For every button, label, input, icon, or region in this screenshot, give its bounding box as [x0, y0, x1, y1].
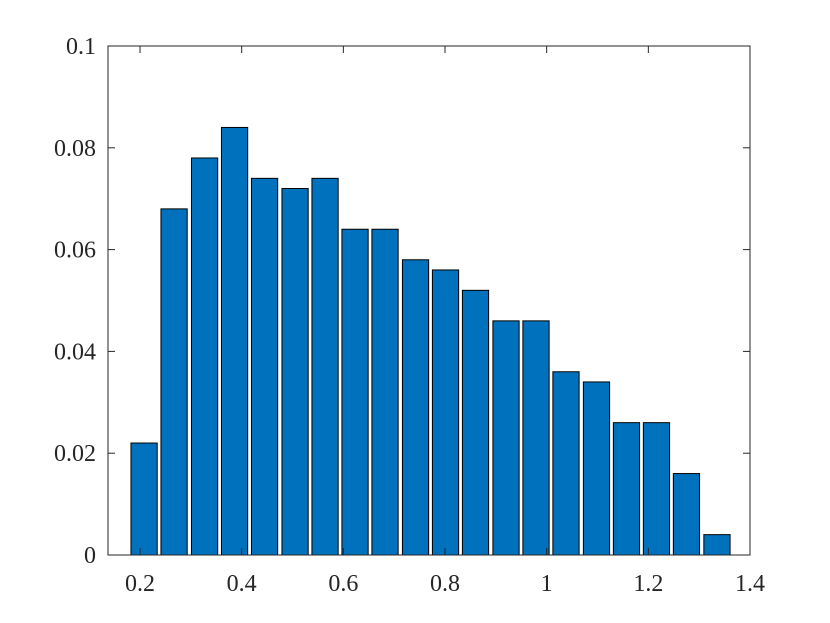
x-tick-label: 0.4	[227, 571, 257, 597]
bar	[522, 320, 550, 556]
x-tick-label: 1	[541, 571, 553, 597]
x-tick-label: 0.2	[125, 571, 155, 597]
bar	[311, 177, 339, 556]
y-tick-label: 0.1	[66, 34, 96, 60]
y-tick-label: 0.04	[54, 339, 96, 365]
bar	[703, 534, 731, 556]
bar	[582, 381, 611, 556]
y-tick-label: 0	[84, 543, 96, 569]
bar	[612, 422, 641, 556]
bar	[431, 269, 460, 556]
y-tick-label: 0.06	[54, 238, 96, 264]
bar	[401, 259, 430, 556]
bar	[672, 473, 701, 556]
bar	[190, 157, 219, 556]
x-tick-label: 1.4	[735, 571, 765, 597]
bar	[461, 289, 490, 556]
y-tick-label: 0.02	[54, 441, 96, 467]
bar	[341, 228, 369, 556]
bar	[250, 177, 279, 556]
bar	[130, 442, 158, 556]
bar	[371, 228, 399, 556]
bar	[160, 208, 188, 556]
axes-box	[107, 45, 751, 556]
x-tick-label: 0.8	[430, 571, 460, 597]
bar	[492, 320, 520, 556]
x-tick-label: 0.6	[328, 571, 358, 597]
bar	[552, 371, 580, 556]
y-tick-label: 0.08	[54, 136, 96, 162]
bar	[220, 126, 249, 556]
bar	[642, 422, 671, 556]
x-tick-label: 1.2	[633, 571, 663, 597]
bar	[281, 188, 309, 556]
